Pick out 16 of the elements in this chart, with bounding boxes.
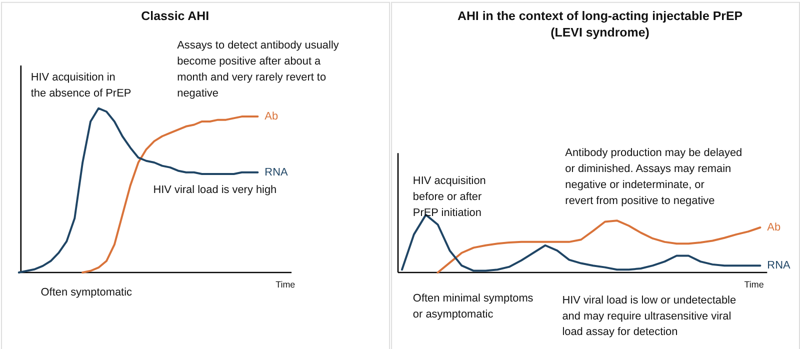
series-label: RNA bbox=[264, 166, 288, 178]
series-label: Ab bbox=[767, 221, 781, 234]
text: HIV viral load is low or undetectable and may require ultrasensitive viral load assay for detection bbox=[562, 294, 736, 338]
text: Often minimal symptoms or asymptomatic bbox=[412, 292, 534, 320]
x-axis-title: Time bbox=[744, 279, 764, 290]
x-axis-title: Time bbox=[276, 279, 296, 290]
chart-title: Classic AHI bbox=[141, 8, 210, 23]
series-label: Ab bbox=[264, 110, 278, 123]
chart-title: AHI in the context of long-acting injectable PrEP (LEVI syndrome) bbox=[457, 8, 743, 40]
text: HIV acquisition in the absence of PrEP bbox=[30, 71, 132, 100]
text: Often symptomatic bbox=[40, 286, 132, 298]
text: Assays to detect antibody usually become positive after about a month and very rarely revert to negative bbox=[177, 40, 340, 100]
series-label: RNA bbox=[767, 260, 791, 272]
annotation: HIV acquisition before or after PrEP initiation bbox=[412, 174, 486, 219]
text: Antibody production may be delayed or diminished. Assays may remain negative or indeterminate, or revert from positive to negative bbox=[565, 147, 742, 207]
annotation: HIV viral load is very high bbox=[153, 184, 277, 196]
